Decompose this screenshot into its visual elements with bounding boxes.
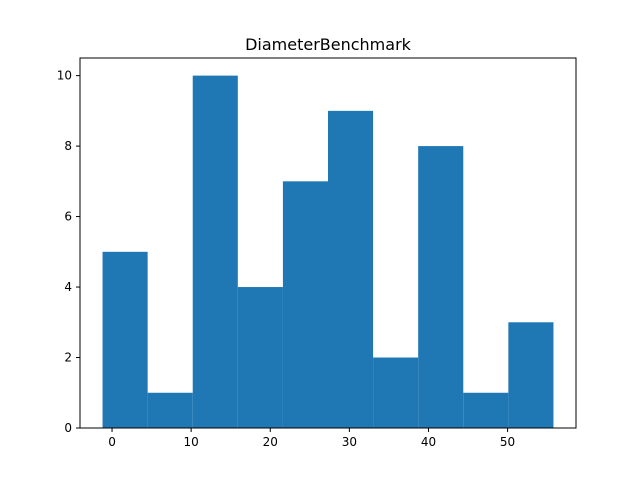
x-tick-label: 20 <box>263 435 278 449</box>
plot-frame <box>79 57 577 429</box>
histogram-bar <box>237 287 283 428</box>
x-tick-label: 40 <box>421 435 436 449</box>
y-tick-label: 4 <box>64 280 72 294</box>
x-tick-label: 0 <box>108 435 116 449</box>
histogram-bar <box>508 322 554 428</box>
histogram-bar <box>147 392 193 428</box>
x-axis: 0 10 20 30 40 50 <box>108 428 515 449</box>
histogram-bar <box>373 357 419 428</box>
y-tick-label: 2 <box>64 351 72 365</box>
histogram-bar <box>418 146 464 428</box>
x-tick-label: 10 <box>184 435 199 449</box>
y-tick-label: 0 <box>64 421 72 435</box>
histogram-bar <box>282 181 328 428</box>
x-tick-label: 50 <box>500 435 515 449</box>
chart-title: DiameterBenchmark <box>245 35 412 54</box>
x-tick-label: 30 <box>342 435 357 449</box>
histogram-bar <box>463 392 509 428</box>
y-axis: 0 2 4 6 8 10 <box>57 69 80 435</box>
histogram-bar <box>192 75 238 428</box>
y-tick-label: 10 <box>57 69 72 83</box>
bars-group <box>102 75 554 428</box>
histogram-bar <box>102 251 148 428</box>
histogram-bar <box>328 110 374 428</box>
y-tick-label: 8 <box>64 139 72 153</box>
y-tick-label: 6 <box>64 210 72 224</box>
